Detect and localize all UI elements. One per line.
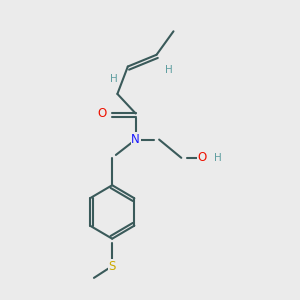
Text: S: S: [109, 260, 116, 273]
Text: O: O: [197, 151, 207, 164]
Text: N: N: [131, 133, 140, 146]
Text: H: H: [110, 74, 117, 84]
Text: H: H: [214, 153, 222, 163]
Text: H: H: [165, 65, 173, 75]
Text: O: O: [97, 107, 106, 120]
